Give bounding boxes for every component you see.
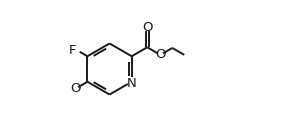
Text: O: O: [155, 48, 166, 61]
Text: F: F: [68, 43, 76, 57]
Text: O: O: [70, 82, 81, 95]
Text: O: O: [142, 21, 153, 34]
Text: N: N: [127, 77, 137, 90]
